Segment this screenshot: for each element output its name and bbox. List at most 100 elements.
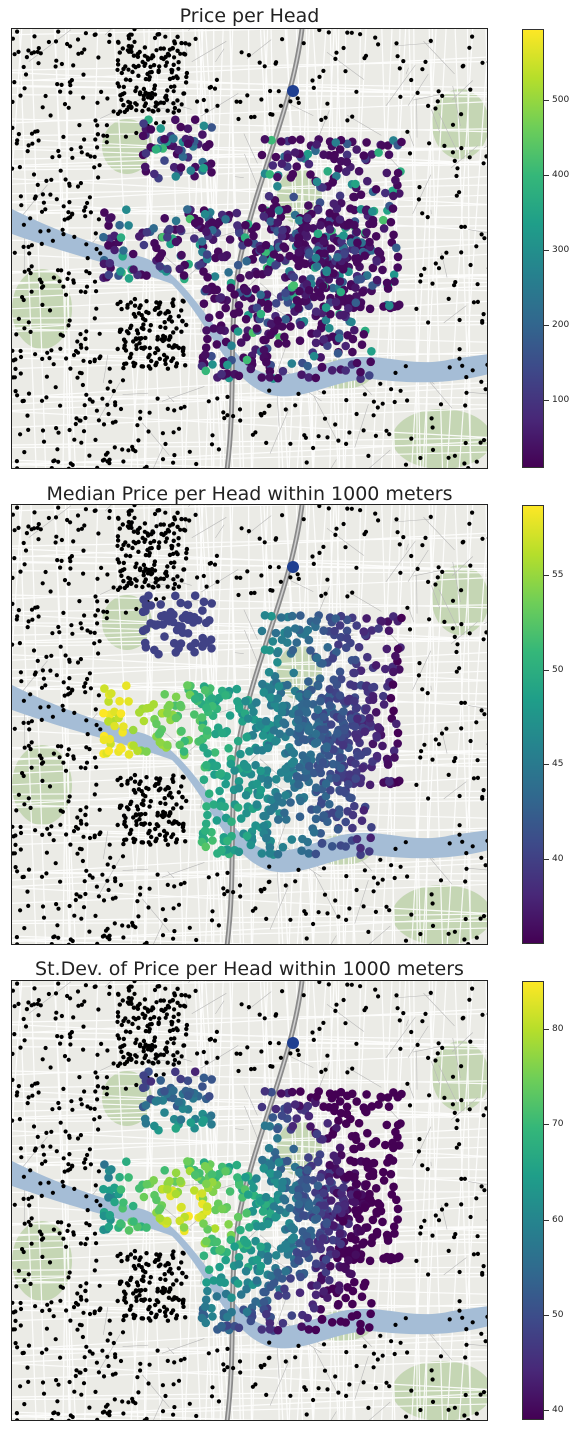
listing-point bbox=[126, 43, 131, 49]
listing-point bbox=[70, 1107, 75, 1112]
listing-point bbox=[333, 1008, 338, 1013]
listing-point bbox=[115, 81, 120, 86]
listing-point-colored bbox=[115, 1172, 124, 1182]
listing-point bbox=[56, 1100, 61, 1106]
listing-point-colored bbox=[292, 638, 302, 647]
listing-point-colored bbox=[303, 837, 313, 847]
listing-point-colored bbox=[382, 1120, 392, 1130]
listing-point bbox=[238, 575, 243, 580]
listing-point bbox=[143, 1270, 148, 1275]
listing-point bbox=[151, 63, 157, 68]
listing-point bbox=[155, 872, 160, 877]
listing-point-colored bbox=[372, 1209, 382, 1218]
listing-point bbox=[239, 50, 244, 55]
listing-point bbox=[85, 256, 90, 261]
listing-point bbox=[468, 738, 473, 744]
map-median-price[interactable] bbox=[11, 504, 488, 945]
listing-point bbox=[273, 537, 278, 542]
listing-point bbox=[152, 562, 157, 567]
listing-point bbox=[84, 745, 89, 750]
listing-point bbox=[444, 1202, 449, 1207]
listing-point bbox=[481, 1264, 486, 1269]
listing-point-colored bbox=[223, 836, 232, 846]
listing-point bbox=[51, 362, 56, 367]
listing-point bbox=[167, 552, 173, 558]
listing-point bbox=[163, 986, 168, 991]
listing-point bbox=[31, 648, 37, 653]
listing-point bbox=[137, 49, 142, 55]
listing-point-colored bbox=[155, 252, 165, 261]
listing-point-colored bbox=[289, 757, 299, 766]
map-price-per-head[interactable] bbox=[11, 28, 488, 469]
listing-point bbox=[444, 726, 449, 731]
listing-point-colored bbox=[348, 810, 358, 820]
listing-point-colored bbox=[336, 763, 346, 773]
listing-point bbox=[468, 563, 473, 568]
listing-point-colored bbox=[322, 266, 332, 275]
listing-point-colored bbox=[295, 216, 304, 225]
listing-point bbox=[121, 935, 126, 940]
listing-point-colored bbox=[329, 269, 338, 278]
listing-point bbox=[303, 435, 308, 440]
listing-point bbox=[362, 392, 367, 397]
listing-point bbox=[53, 1337, 58, 1342]
listing-point bbox=[128, 1057, 134, 1062]
listing-point bbox=[176, 60, 181, 65]
listing-point bbox=[125, 1254, 130, 1260]
listing-point bbox=[373, 433, 378, 438]
listing-point bbox=[92, 357, 97, 362]
listing-point-colored bbox=[342, 626, 352, 636]
listing-point bbox=[66, 1057, 71, 1062]
listing-point bbox=[180, 1298, 186, 1303]
listing-point bbox=[459, 1064, 464, 1069]
listing-point-colored bbox=[236, 814, 246, 823]
listing-point bbox=[50, 155, 55, 160]
listing-point bbox=[55, 82, 60, 87]
listing-point-colored bbox=[116, 267, 125, 276]
listing-point-colored bbox=[242, 831, 252, 841]
listing-point bbox=[452, 634, 457, 639]
listing-point bbox=[13, 366, 18, 371]
listing-point-colored bbox=[214, 217, 224, 227]
listing-point-colored bbox=[233, 260, 243, 270]
listing-point bbox=[249, 1067, 254, 1072]
listing-point bbox=[119, 1022, 125, 1028]
listing-point-colored bbox=[374, 247, 383, 256]
listing-point bbox=[73, 421, 78, 427]
listing-point-colored bbox=[271, 152, 281, 162]
listing-point bbox=[87, 835, 93, 841]
listing-point bbox=[66, 581, 71, 586]
listing-point-colored bbox=[335, 1229, 345, 1238]
listing-point bbox=[40, 668, 45, 673]
listing-point-colored bbox=[216, 1245, 226, 1254]
panel-title-median-price: Median Price per Head within 1000 meters bbox=[46, 483, 453, 505]
listing-point-colored bbox=[367, 823, 376, 832]
listing-point-colored bbox=[290, 1100, 300, 1109]
listing-point bbox=[392, 1351, 397, 1357]
listing-point bbox=[454, 173, 459, 179]
listing-point bbox=[28, 329, 33, 334]
listing-point bbox=[95, 145, 100, 150]
listing-point-colored bbox=[390, 277, 399, 286]
listing-point-colored bbox=[372, 275, 382, 285]
listing-point-colored bbox=[105, 258, 115, 268]
listing-point bbox=[79, 50, 84, 55]
listing-point-colored bbox=[207, 1120, 216, 1129]
listing-point bbox=[452, 929, 457, 934]
listing-point bbox=[97, 1115, 102, 1120]
listing-point-colored bbox=[329, 1151, 339, 1160]
listing-point bbox=[149, 545, 154, 551]
listing-point-colored bbox=[282, 1291, 291, 1300]
listing-point-colored bbox=[341, 643, 351, 652]
listing-point bbox=[87, 1311, 93, 1317]
listing-point bbox=[164, 536, 169, 541]
listing-point bbox=[49, 1300, 54, 1305]
listing-point-colored bbox=[265, 367, 275, 376]
listing-point bbox=[225, 413, 230, 418]
map-stdev-price[interactable] bbox=[11, 980, 488, 1421]
listing-point bbox=[25, 149, 30, 154]
listing-point-colored bbox=[275, 253, 285, 263]
listing-point-colored bbox=[348, 334, 358, 344]
listing-point bbox=[293, 403, 298, 408]
listing-point-colored bbox=[311, 1290, 321, 1300]
